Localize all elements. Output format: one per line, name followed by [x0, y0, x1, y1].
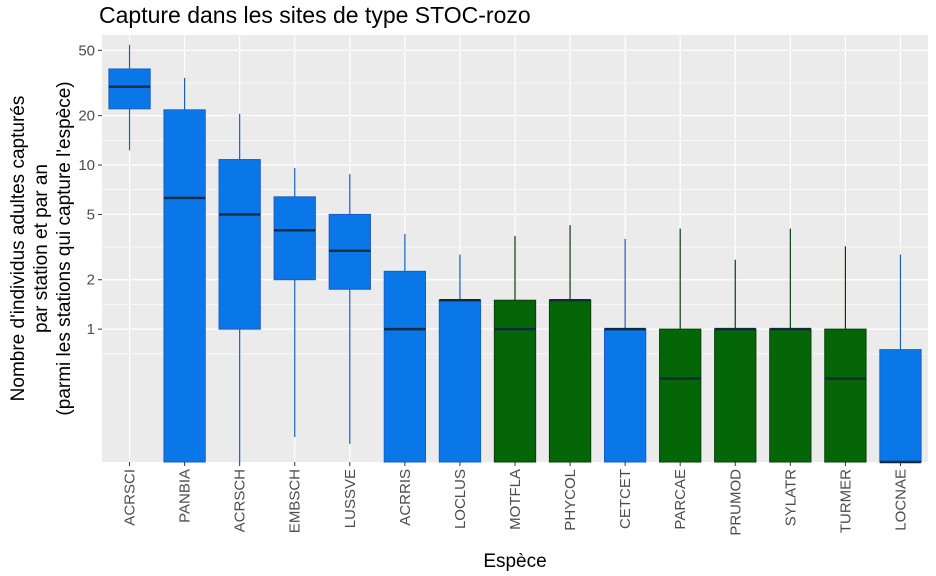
box-cetcet [603, 328, 647, 463]
box-sylatr [769, 328, 812, 463]
box-motfla [493, 299, 537, 463]
y-tick-label: 5 [87, 206, 95, 223]
x-tick-label: CETCET [617, 469, 634, 529]
x-tick-label: ACRRIS [397, 469, 414, 526]
x-tick-label: LOCNAE [892, 469, 909, 531]
box-acrsch [218, 159, 261, 330]
box-acrsci [108, 68, 151, 110]
box-locnae [879, 349, 922, 463]
box-turmer [824, 328, 867, 463]
x-tick-label: ACRSCH [232, 469, 249, 532]
y-tick-label: 2 [87, 272, 95, 289]
y-tick-label: 1 [87, 321, 95, 338]
y-tick-label: 50 [78, 42, 95, 59]
y-axis-label-line: par station et par an [31, 164, 52, 333]
box-embsch [273, 196, 316, 281]
y-axis-label-line: Nombre d'individus adultes capturés [8, 96, 29, 402]
x-tick-label: PARCAE [672, 469, 689, 530]
x-tick-label: SYLATR [782, 469, 799, 526]
x-tick-label: TURMER [837, 469, 854, 533]
x-tick-label: PHYCOL [562, 469, 579, 531]
x-tick-label: LOCLUS [452, 469, 469, 529]
chart-title: Capture dans les sites de type STOC-rozo [99, 2, 531, 28]
box-parcae [659, 328, 702, 463]
y-axis-label-line: (parmi les stations qui capture l'espèce… [54, 81, 75, 415]
box-phycol [548, 299, 592, 463]
box-loclus [438, 299, 482, 463]
box-prumod [714, 328, 757, 463]
y-tick-label: 20 [78, 108, 95, 125]
x-tick-label: PRUMOD [727, 469, 744, 536]
x-tick-label: EMBSCH [287, 469, 304, 533]
x-axis-label: Espèce [483, 551, 546, 572]
x-tick-label: MOTFLA [507, 469, 524, 530]
y-tick-label: 10 [78, 157, 95, 174]
box-panbia [163, 109, 206, 463]
box-acrris [383, 270, 427, 463]
x-tick-label: PANBIA [177, 469, 194, 523]
x-tick-label: ACRSCI [122, 469, 139, 526]
x-tick-label: LUSSVE [342, 469, 359, 528]
